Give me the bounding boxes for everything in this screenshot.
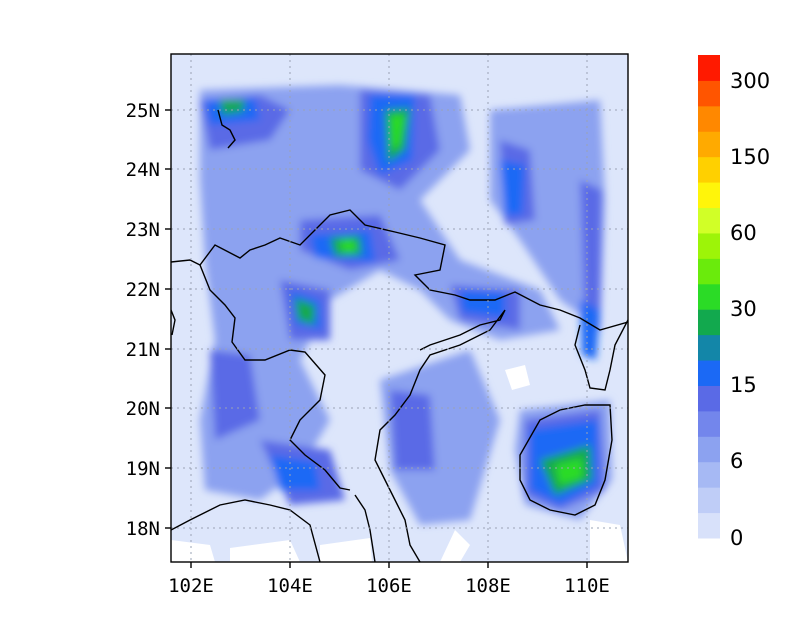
colorbar-label-30: 30 [730, 297, 757, 321]
colorbar-swatch [698, 334, 720, 361]
colorbar-swatch [698, 55, 720, 81]
country-borders [171, 109, 628, 562]
lon-label-108: 108E [465, 575, 511, 597]
colorbar-swatch [698, 232, 720, 259]
lat-label-19: 19N [126, 458, 160, 480]
laos-thailand-border [171, 499, 321, 562]
leizhou-peninsula-coast [574, 319, 628, 391]
colorbar-swatch [698, 105, 720, 132]
colorbar-label-60: 60 [730, 221, 757, 245]
colorbar-swatch [698, 156, 720, 183]
hainan-island-coast [519, 404, 613, 516]
map-plot-area [171, 54, 628, 562]
lat-label-25: 25N [126, 100, 160, 122]
colorbar-swatch [698, 360, 720, 386]
colorbar-swatch [698, 131, 720, 158]
colorbar-swatch [698, 309, 720, 336]
northwest-border-fragment [217, 109, 236, 149]
vietnam-china-border [171, 209, 628, 331]
colorbar-swatch [698, 182, 720, 209]
colorbar-swatch [698, 461, 720, 488]
colorbar-swatch [698, 207, 720, 234]
colorbar [698, 55, 720, 539]
colorbar-swatch [698, 80, 720, 107]
colorbar-labels: 300 150 60 30 15 6 0 [730, 69, 770, 550]
lat-label-18: 18N [126, 518, 160, 540]
lon-label-102: 102E [168, 575, 214, 597]
lat-label-24: 24N [126, 159, 160, 181]
colorbar-label-15: 15 [730, 373, 757, 397]
colorbar-swatch [698, 410, 720, 437]
western-border-fragment [171, 309, 176, 336]
lat-label-21: 21N [126, 339, 160, 361]
laos-vietnam-south-border [354, 494, 376, 562]
lat-label-23: 23N [126, 219, 160, 241]
vietnam-coast [374, 309, 506, 562]
latitude-labels: 25N 24N 23N 22N 21N 20N 19N 18N [126, 100, 160, 540]
graticule [171, 54, 628, 562]
colorbar-label-300: 300 [730, 69, 770, 93]
map-frame [170, 53, 629, 563]
longitude-labels: 102E 104E 106E 108E 110E [168, 575, 610, 597]
colorbar-swatch [698, 385, 720, 412]
lat-label-22: 22N [126, 279, 160, 301]
colorbar-swatch [698, 283, 720, 310]
lon-label-110: 110E [564, 575, 610, 597]
colorbar-swatch [698, 487, 720, 514]
vietnam-laos-border [199, 264, 351, 491]
axis-ticks [165, 109, 588, 568]
colorbar-swatch [698, 436, 720, 463]
colorbar-label-6: 6 [730, 449, 743, 473]
lat-label-20: 20N [126, 398, 160, 420]
colorbar-swatch [698, 258, 720, 285]
lon-label-104: 104E [267, 575, 313, 597]
lon-label-106: 106E [366, 575, 412, 597]
colorbar-label-150: 150 [730, 145, 770, 169]
colorbar-label-0: 0 [730, 526, 743, 550]
colorbar-swatch [698, 512, 720, 539]
